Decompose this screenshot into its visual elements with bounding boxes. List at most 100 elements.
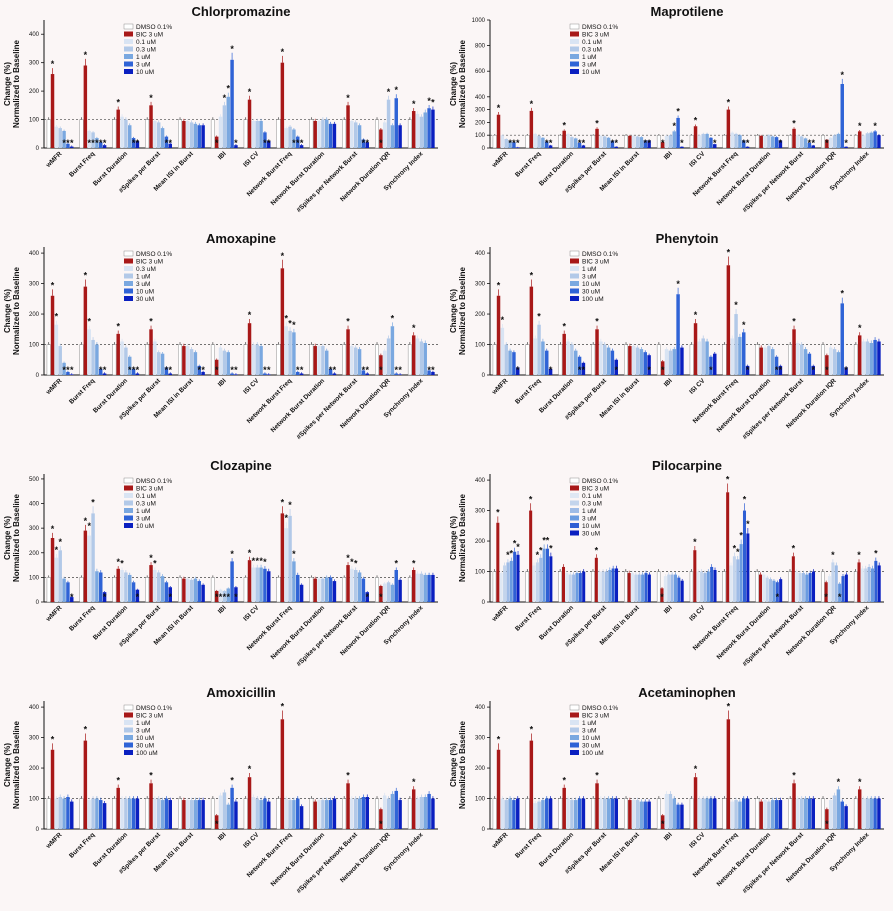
bar [713, 144, 717, 148]
legend-swatch [570, 720, 579, 725]
bar [808, 573, 812, 602]
significance-star: * [354, 558, 358, 568]
bar [390, 793, 395, 829]
bar [680, 804, 684, 829]
bar [214, 359, 219, 375]
significance-star: * [530, 271, 534, 281]
bar [91, 132, 95, 148]
bar [627, 573, 631, 602]
bar [525, 798, 530, 830]
x-tick-label: ISI CV [242, 377, 261, 396]
significance-star: * [530, 725, 534, 735]
bar [703, 573, 707, 602]
y-tick-label: 400 [29, 502, 40, 508]
significance-star: * [516, 138, 520, 148]
bar [102, 803, 107, 829]
significance-star: * [578, 365, 582, 375]
significance-star: * [874, 549, 878, 559]
significance-star: * [837, 777, 841, 787]
significance-star: * [149, 317, 153, 327]
bar [533, 803, 537, 829]
significance-star: * [578, 138, 582, 148]
bar [574, 138, 578, 148]
bar [124, 347, 128, 375]
bar [353, 798, 358, 829]
bar [66, 371, 70, 375]
x-tick-label: Burst Freq [514, 604, 542, 632]
bar [680, 146, 684, 148]
bar [313, 801, 317, 829]
bar [496, 749, 501, 829]
bar [288, 515, 292, 602]
bar [299, 373, 304, 375]
bar [247, 777, 252, 829]
bar [178, 119, 182, 149]
significance-star: * [582, 365, 586, 375]
x-tick-label: Burst Duration [92, 831, 129, 868]
legend-swatch [570, 46, 579, 52]
bar [542, 548, 546, 602]
bar [791, 556, 795, 602]
bar [660, 142, 665, 148]
legend-label: 0.1 uM [136, 493, 156, 500]
legend-label: 3 uM [582, 728, 596, 735]
bar [292, 129, 296, 148]
bar [689, 344, 694, 376]
x-tick-label: Burst Duration [538, 604, 575, 641]
bar [226, 804, 230, 829]
bar [91, 513, 95, 602]
significance-star: * [234, 592, 238, 602]
x-tick-label: wMFR [44, 604, 63, 623]
bar [46, 119, 51, 149]
bar [83, 530, 88, 602]
bar [742, 798, 746, 829]
bar [792, 783, 796, 829]
bar [595, 128, 599, 148]
bar [350, 120, 354, 148]
bar [365, 797, 369, 829]
significance-star: * [431, 365, 435, 375]
bar [54, 324, 59, 375]
bar [838, 583, 842, 602]
significance-star: * [230, 365, 234, 375]
significance-star: * [300, 138, 304, 148]
bar [628, 346, 632, 375]
significance-star: * [103, 138, 107, 148]
bar [346, 329, 350, 375]
bar [251, 797, 256, 829]
significance-star: * [387, 87, 391, 97]
significance-star: * [595, 317, 599, 327]
bar [836, 133, 841, 148]
bar [628, 800, 632, 829]
bar [812, 571, 816, 602]
bar [328, 123, 333, 148]
legend-label: DMSO 0.1% [136, 705, 172, 712]
significance-star: * [136, 592, 140, 602]
significance-star: * [746, 519, 750, 529]
bar [697, 798, 702, 829]
legend-swatch [569, 250, 580, 257]
bar [361, 370, 366, 375]
bar [532, 565, 536, 602]
bar [853, 571, 858, 603]
bar [145, 577, 150, 603]
bar [635, 136, 640, 148]
significance-star: * [394, 558, 398, 568]
bar [726, 265, 731, 375]
bar [796, 343, 800, 375]
bar [423, 343, 427, 375]
significance-star: * [248, 87, 252, 97]
bar [825, 355, 829, 375]
bar [869, 132, 873, 148]
bar [693, 550, 697, 602]
legend-swatch [570, 39, 579, 44]
bar [697, 341, 702, 375]
bar [411, 789, 416, 829]
significance-star: * [727, 98, 731, 108]
significance-star: * [55, 545, 59, 555]
legend-label: 0.3 uM [582, 501, 602, 508]
significance-star: * [128, 365, 132, 375]
bar [788, 344, 793, 376]
significance-star: * [226, 592, 230, 602]
significance-star: * [792, 771, 796, 781]
